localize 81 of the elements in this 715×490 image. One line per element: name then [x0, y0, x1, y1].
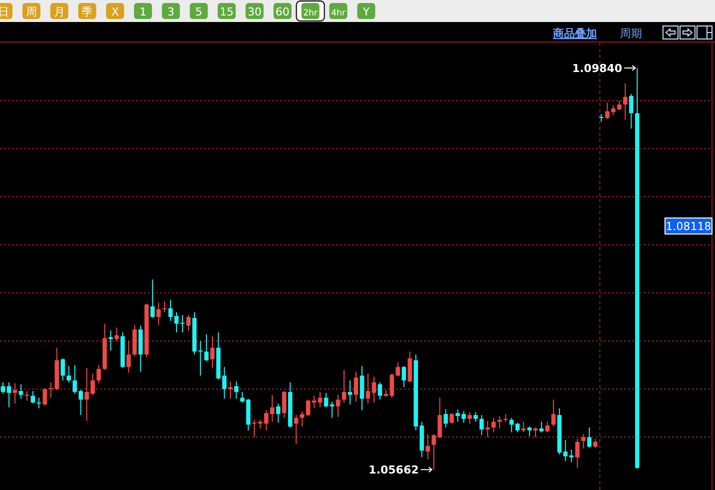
text: X [111, 6, 120, 18]
candlestick [468, 412, 472, 424]
candlestick [545, 421, 550, 433]
candlestick [204, 334, 209, 362]
candlestick [366, 373, 370, 404]
candlestick [198, 340, 203, 376]
candlestick [108, 330, 113, 352]
text: 月 [54, 6, 65, 18]
candlestick [282, 390, 286, 418]
candlestick [30, 390, 36, 404]
candlestick [24, 390, 30, 402]
text: 商品叠加 [552, 27, 597, 40]
candlestick [228, 380, 233, 400]
candlestick [479, 414, 484, 436]
candlestick [551, 399, 556, 428]
candlestick [372, 376, 376, 404]
candlestick [485, 420, 490, 438]
candlestick [444, 408, 448, 428]
candlestick [450, 412, 454, 424]
candlestick [234, 380, 238, 400]
candlestick [324, 392, 328, 408]
candlestick [96, 364, 101, 384]
text: 30 [248, 6, 262, 18]
candlestick [156, 302, 161, 326]
candlestick [18, 384, 24, 400]
candlestick [162, 301, 167, 313]
candlestick [539, 421, 544, 433]
candlestick [60, 358, 65, 381]
candlestick [426, 434, 430, 460]
candlestick [599, 114, 604, 122]
text: 60 [276, 6, 290, 18]
candlestick [180, 314, 185, 333]
candlestick [527, 426, 532, 437]
candlestick [42, 388, 48, 406]
text: 日 [0, 6, 9, 18]
text: Y [362, 6, 370, 18]
candlestick [186, 314, 191, 331]
candlestick [354, 371, 358, 402]
candlestick [168, 299, 173, 322]
text: 4hr [331, 8, 346, 18]
candlestick [378, 382, 382, 400]
text: 1.08118 [666, 220, 712, 233]
candlestick [150, 278, 155, 318]
candlestick [210, 336, 215, 368]
candlestick [491, 417, 496, 433]
candlestick [0, 382, 6, 394]
candlestick [533, 427, 538, 438]
candlestick [360, 365, 364, 411]
annotation: 1.05662 [368, 464, 419, 477]
candlestick [521, 421, 526, 433]
text: 5 [195, 6, 202, 18]
candlestick [36, 397, 42, 409]
candlestick [348, 380, 352, 405]
text: 3 [167, 6, 174, 18]
text: 1 [140, 6, 146, 18]
candlestick [276, 402, 280, 424]
candlestick [6, 382, 12, 408]
text: 季 [82, 6, 93, 18]
candlestick [629, 93, 634, 130]
text: 15 [220, 6, 234, 18]
candlestick [174, 312, 179, 333]
candlestick [474, 412, 478, 422]
candlestick [575, 438, 580, 468]
candlestick [581, 434, 586, 450]
text: 周 [26, 6, 37, 18]
text: 周期 [620, 27, 642, 40]
candlestick [623, 82, 628, 120]
candlestick [114, 327, 119, 342]
candlestick [402, 365, 406, 388]
candlestick [342, 369, 346, 404]
candlestick [330, 401, 334, 418]
candlestick [66, 365, 71, 383]
candlestick [336, 394, 340, 418]
candlestick [587, 427, 592, 448]
candlestick [12, 382, 18, 404]
text: 2hr [303, 8, 318, 18]
candlestick [408, 351, 412, 383]
candlestick [126, 340, 131, 374]
candlestick [294, 414, 298, 444]
annotation: 1.09840 [572, 62, 623, 75]
candlestick [515, 422, 520, 433]
